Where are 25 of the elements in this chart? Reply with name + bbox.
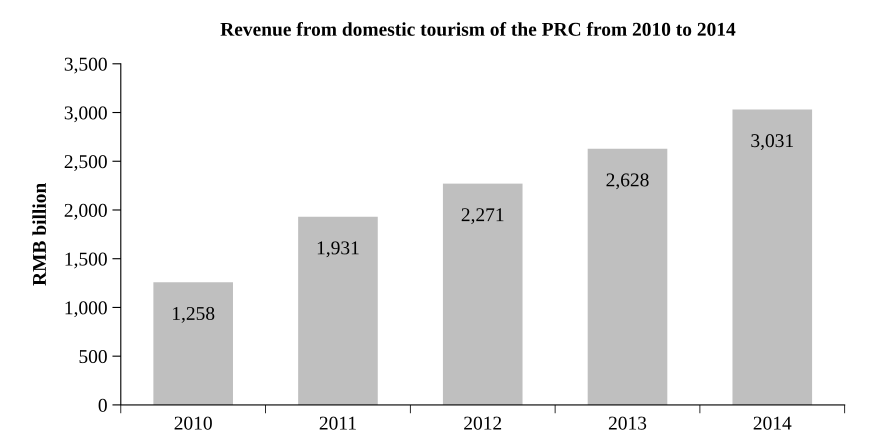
y-tick-label: 2,500 xyxy=(64,155,107,171)
data-label: 2,628 xyxy=(606,173,649,190)
bar xyxy=(298,216,378,405)
y-tick-label: 3,500 xyxy=(64,58,107,74)
bar xyxy=(588,148,668,405)
data-label: 3,031 xyxy=(751,134,793,150)
y-tick-label: 1,000 xyxy=(66,301,107,318)
y-tick-label: 2,000 xyxy=(64,204,107,220)
bar xyxy=(732,110,812,405)
y-tick-label: 3,000 xyxy=(64,106,107,122)
chart-title: Revenue from domestic tourism of the PRC from 2010 to 2014 xyxy=(220,22,736,36)
bar xyxy=(442,184,523,405)
x-tick-label: 2014 xyxy=(754,416,792,430)
x-tick-label: 2013 xyxy=(608,416,646,430)
y-tick-label: 0 xyxy=(98,398,107,412)
x-tick-label: 2012 xyxy=(464,416,502,430)
data-label: 1,258 xyxy=(173,306,214,323)
bar xyxy=(153,282,233,405)
x-tick-label: 2011 xyxy=(320,416,356,430)
y-axis-title: RMB billion xyxy=(32,183,46,286)
y-tick-label: 500 xyxy=(80,350,107,364)
data-label: 1,931 xyxy=(318,241,359,258)
x-tick-label: 2010 xyxy=(174,416,212,430)
data-label: 2,271 xyxy=(462,208,504,224)
y-tick-label: 1,500 xyxy=(66,252,107,268)
